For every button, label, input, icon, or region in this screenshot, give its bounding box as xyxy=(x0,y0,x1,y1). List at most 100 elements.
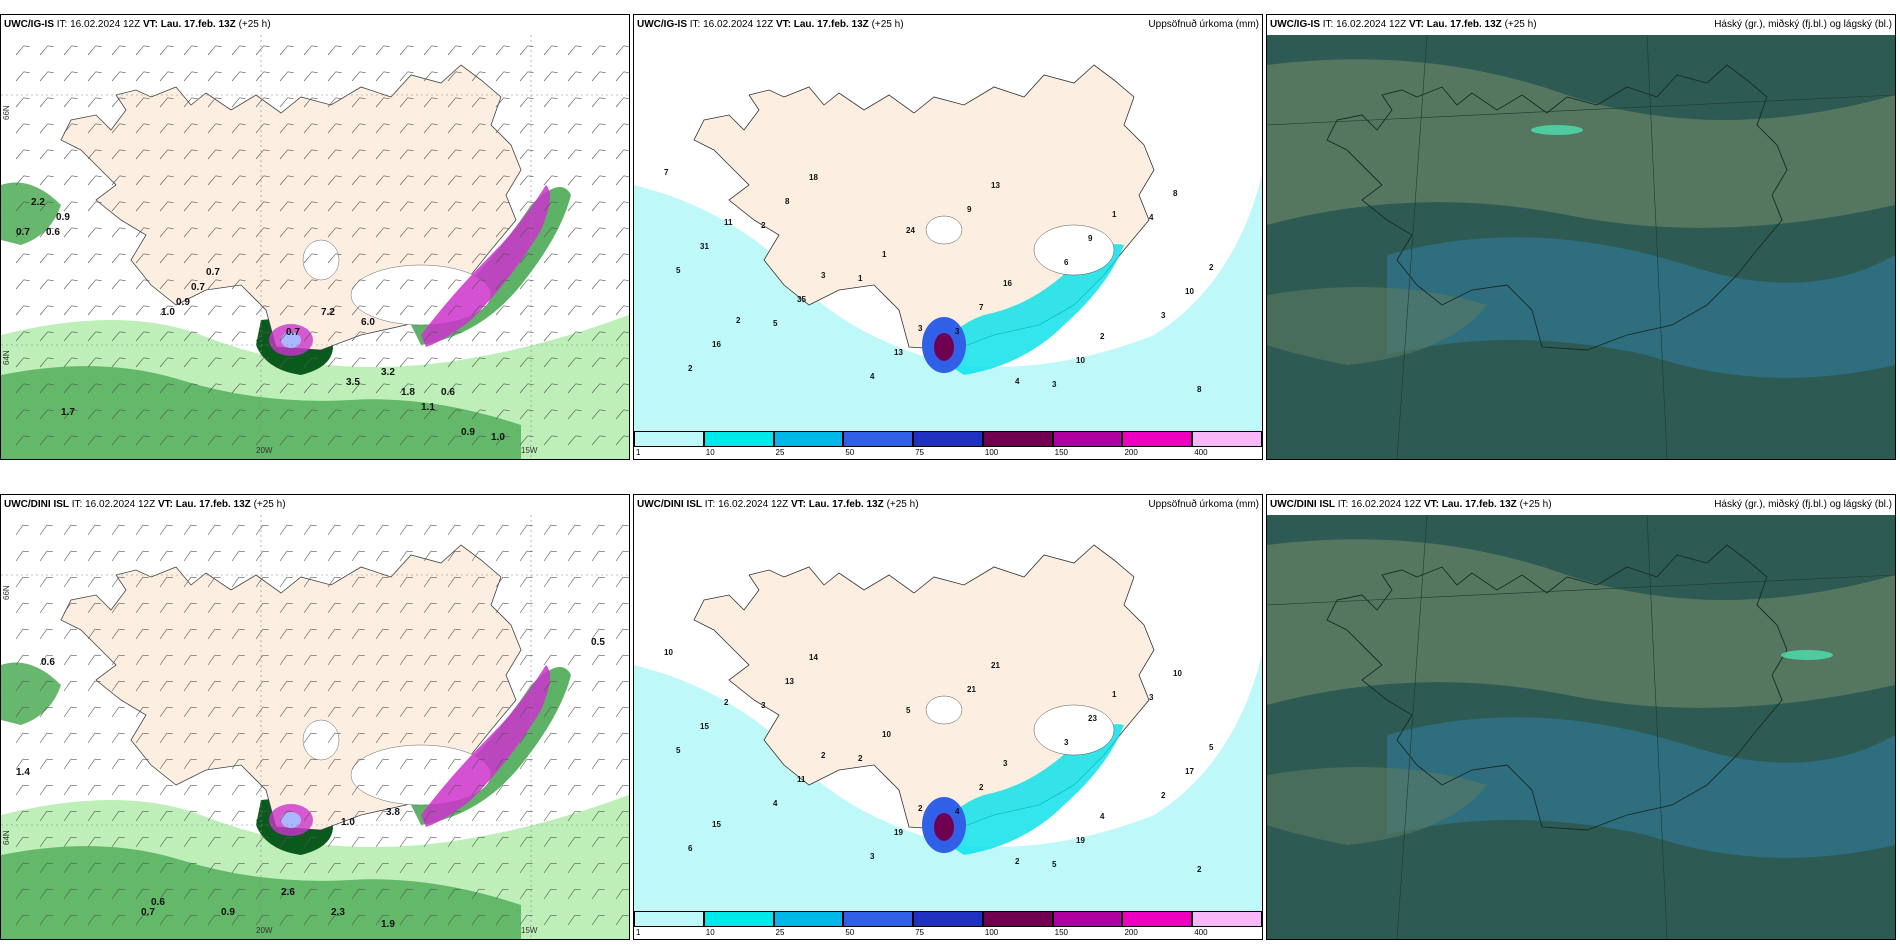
wind-barb xyxy=(231,279,246,290)
wind-barb xyxy=(279,71,294,82)
wind-barb xyxy=(375,279,390,290)
wind-barb xyxy=(495,602,509,614)
wind-barb xyxy=(279,550,293,562)
wind-barb xyxy=(423,862,437,874)
accum-value-label: 9 xyxy=(1088,234,1093,243)
legend-tick: 400 xyxy=(1194,928,1208,937)
wind-barb xyxy=(615,331,629,342)
wind-barb xyxy=(519,253,534,264)
lat-label-64n: 64N xyxy=(2,830,11,845)
wind-barb xyxy=(15,914,29,926)
wind-barb xyxy=(183,810,197,822)
wind-barb xyxy=(255,576,269,588)
wind-barb xyxy=(471,409,486,420)
accum-value-label: 5 xyxy=(676,266,681,275)
wind-barb xyxy=(351,383,366,394)
low-cloud-band xyxy=(1387,237,1895,378)
wind-barb xyxy=(279,784,293,796)
precip-area-mid xyxy=(1,846,521,939)
wind-barb xyxy=(135,836,149,848)
precip-value-label: 2.2 xyxy=(31,197,45,208)
wind-barb xyxy=(63,305,78,316)
wind-barb xyxy=(591,123,606,134)
wind-barb xyxy=(351,279,366,290)
wind-barb xyxy=(231,706,245,718)
wind-barb xyxy=(87,123,102,134)
wind-barb xyxy=(351,357,366,368)
wind-barb xyxy=(135,149,150,160)
wind-barb xyxy=(495,253,510,264)
wind-barb xyxy=(519,227,534,238)
wind-barb xyxy=(423,836,437,848)
wind-barb xyxy=(39,732,53,744)
accum-value-label: 3 xyxy=(918,324,923,333)
wind-barb xyxy=(159,914,173,926)
panel-cloud-row1: UWC/IG-IS IT: 16.02.2024 12Z VT: Lau. 17… xyxy=(1266,14,1896,460)
wind-barb xyxy=(351,784,365,796)
lat-label-66n: 66N xyxy=(2,105,11,120)
wind-barb xyxy=(495,175,510,186)
wind-barb xyxy=(399,305,414,316)
wind-barb xyxy=(591,862,605,874)
wind-barb xyxy=(447,279,462,290)
convective-cell xyxy=(1531,125,1583,135)
wind-barb xyxy=(519,654,533,666)
wind-barb xyxy=(351,810,365,822)
wind-barb xyxy=(15,435,30,446)
wind-barb xyxy=(447,409,462,420)
wind-barb xyxy=(399,680,413,692)
wind-barb xyxy=(495,227,510,238)
lat-label-66n: 66N xyxy=(2,585,11,600)
wind-barb xyxy=(423,331,438,342)
wind-barb xyxy=(615,914,629,926)
wind-barb xyxy=(39,123,54,134)
accum-value-label: 2 xyxy=(736,316,741,325)
wind-precip-map: 20W 15W66N64N0.70.92.20.60.70.70.91.00.73… xyxy=(1,35,629,459)
wind-barb xyxy=(543,279,558,290)
wind-barb xyxy=(135,409,150,420)
wind-barb xyxy=(471,576,485,588)
wind-barb xyxy=(279,409,294,420)
wind-barb xyxy=(135,123,150,134)
wind-barb xyxy=(303,435,318,446)
border-line xyxy=(1646,35,1668,459)
wind-barb xyxy=(471,680,485,692)
legend-swatch xyxy=(913,431,983,447)
wind-barb xyxy=(423,810,437,822)
precip-value-label: 1.1 xyxy=(421,402,435,413)
wind-barb xyxy=(15,732,29,744)
wind-barb xyxy=(39,331,54,342)
wind-barb xyxy=(111,576,125,588)
wind-barb xyxy=(327,45,342,56)
wind-barb xyxy=(351,576,365,588)
accum-value-label: 19 xyxy=(894,828,903,837)
wind-barb xyxy=(495,680,509,692)
wind-barb xyxy=(471,149,486,160)
accum-value-label: 11 xyxy=(797,775,806,784)
wind-barb xyxy=(279,862,293,874)
wind-barb xyxy=(303,409,318,420)
accum-value-label: 16 xyxy=(1003,279,1012,288)
wind-barb xyxy=(303,331,318,342)
wind-barb xyxy=(615,836,629,848)
wind-barb xyxy=(495,305,510,316)
accum-value-label: 6 xyxy=(1064,258,1069,267)
wind-barb xyxy=(255,227,270,238)
wind-barb xyxy=(375,227,390,238)
accum-value-label: 3 xyxy=(1052,380,1057,389)
wind-barb xyxy=(519,409,534,420)
wind-barb xyxy=(207,409,222,420)
wind-barb xyxy=(207,758,221,770)
wind-barb xyxy=(63,331,78,342)
it-label: IT: xyxy=(1322,19,1334,30)
wind-barb xyxy=(351,149,366,160)
wind-barb xyxy=(567,524,581,536)
convective-cell xyxy=(1781,650,1833,660)
wind-barb xyxy=(471,758,485,770)
wind-barb xyxy=(135,862,149,874)
lead-time: (+25 h) xyxy=(253,499,286,510)
wind-barb xyxy=(399,435,414,446)
accum-precip-map: 7213345549632817108313513139101618241628… xyxy=(634,35,1262,435)
vt-label: VT: xyxy=(1423,499,1439,510)
wind-barb xyxy=(39,97,54,108)
